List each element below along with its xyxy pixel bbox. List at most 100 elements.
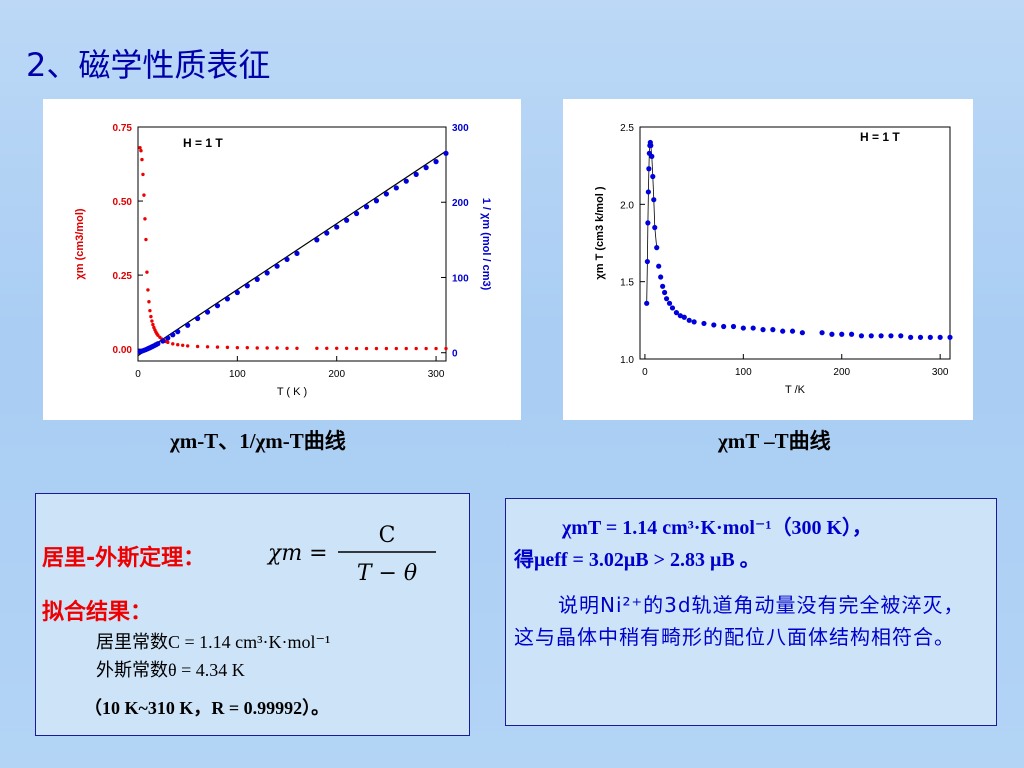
chart1-left-tick-label: 0.25 bbox=[113, 271, 133, 282]
chart2-y-axis-label: χm T (cm3 k/mol ) bbox=[594, 186, 606, 279]
chart1-right-tick-label: 0 bbox=[452, 349, 458, 360]
chi-point bbox=[185, 344, 190, 348]
chi-point bbox=[245, 345, 249, 350]
inverse-chi-point bbox=[393, 185, 399, 191]
inverse-chi-point bbox=[373, 198, 380, 204]
inverse-chi-point bbox=[353, 210, 360, 217]
chi-t-vs-t-chart: 0 100 200 300 1.0 1.5 2.0 2.5 H = 1 T T /K χm T (c… bbox=[563, 99, 973, 420]
inverse-chi-point bbox=[423, 165, 429, 171]
chi-t-point bbox=[878, 333, 884, 339]
chi-point bbox=[414, 346, 418, 351]
curie-weiss-box: 居里-外斯定理： χm = C T − θ 拟合结果： 居里常数C = 1.14… bbox=[35, 493, 470, 736]
chi-t-point bbox=[780, 328, 786, 334]
chi-t-point bbox=[908, 334, 914, 340]
chi-point bbox=[225, 345, 230, 350]
chi-t-point bbox=[711, 322, 717, 328]
chi-t-point bbox=[740, 325, 746, 331]
inverse-chi-point bbox=[254, 276, 260, 282]
chi-t-point bbox=[658, 274, 664, 280]
inverse-chi-point bbox=[224, 296, 231, 302]
page-title: 2、磁学性质表征 bbox=[26, 46, 271, 84]
chart2-y-tick-label: 2.5 bbox=[620, 123, 634, 134]
chi-t-point bbox=[839, 331, 845, 337]
inverse-chi-point bbox=[165, 335, 171, 341]
inverse-chi-point bbox=[443, 150, 449, 156]
chi-point bbox=[139, 148, 143, 153]
chart2-x-tick-label: 0 bbox=[642, 367, 648, 378]
chart1-x-tick-label: 0 bbox=[135, 369, 141, 380]
chart2-caption: χmT –T曲线 bbox=[718, 429, 831, 453]
chi-t-point bbox=[829, 331, 835, 337]
chi-point bbox=[171, 342, 175, 346]
chi-point bbox=[255, 346, 259, 350]
inverse-chi-point bbox=[175, 329, 181, 335]
inverse-chi-point bbox=[314, 237, 320, 243]
chart1-annotation: H = 1 T bbox=[183, 136, 223, 150]
chi-point bbox=[166, 340, 170, 345]
chi-point bbox=[325, 346, 329, 350]
mu-eff-line: 得μeff = 3.02μB > 2.83 μB 。 bbox=[514, 549, 760, 571]
chi-t-point bbox=[654, 245, 660, 251]
chi-point bbox=[195, 344, 200, 349]
chi-t-point bbox=[686, 317, 692, 323]
chart1-frame bbox=[137, 126, 447, 362]
chi-t-point bbox=[701, 320, 707, 327]
chi-point bbox=[235, 345, 240, 350]
chart1-right-tick-label: 200 bbox=[452, 198, 469, 209]
chi-t-point bbox=[681, 314, 687, 320]
chi-t-point bbox=[649, 153, 655, 159]
chi-point bbox=[424, 346, 428, 351]
chi-point bbox=[205, 345, 210, 349]
inverse-chi-point bbox=[170, 332, 176, 338]
chi-t-point bbox=[858, 333, 865, 339]
chi-t-point bbox=[666, 300, 673, 306]
inverse-chi-point bbox=[363, 204, 370, 210]
chi-point bbox=[315, 346, 319, 350]
chi-point bbox=[434, 346, 438, 351]
chart1-fit-line bbox=[137, 150, 447, 357]
inverse-chi-point bbox=[334, 224, 340, 230]
inverse-chi-point bbox=[244, 283, 250, 289]
inverse-chi-point bbox=[155, 341, 161, 347]
chart2-x-tick-label: 300 bbox=[932, 367, 949, 378]
chi-t-point bbox=[660, 283, 666, 289]
curie-weiss-law-label: 居里-外斯定理： bbox=[42, 546, 206, 571]
chi-point bbox=[354, 346, 359, 351]
chi-point bbox=[275, 346, 279, 350]
chi-point bbox=[138, 146, 142, 150]
inverse-chi-point bbox=[214, 303, 221, 309]
chi-point bbox=[335, 346, 339, 350]
chi-t-point bbox=[819, 330, 825, 336]
chi-t-point bbox=[645, 189, 651, 195]
chi-point bbox=[150, 319, 154, 323]
inverse-chi-point bbox=[264, 270, 270, 276]
inverse-chi-point bbox=[344, 217, 350, 223]
curie-constant: 居里常数C = 1.14 cm³·K·mol⁻¹ bbox=[96, 632, 331, 652]
chi-t-result-box: χmT = 1.14 cm³·K·mol⁻¹（300 K）， 得μeff = 3… bbox=[505, 498, 997, 726]
chi-t-point bbox=[651, 197, 657, 203]
chart2-x-label: T /K bbox=[785, 384, 806, 396]
chi-point bbox=[444, 346, 448, 351]
chi-t-point bbox=[673, 310, 680, 316]
chi-t-point bbox=[648, 142, 654, 149]
chi-t-point bbox=[652, 224, 658, 231]
chi-t-point bbox=[799, 330, 805, 336]
chart1-x-tick-label: 200 bbox=[328, 369, 345, 380]
chi-t-point bbox=[927, 334, 933, 340]
chart1-x-tick-label: 100 bbox=[229, 369, 246, 380]
chi-point bbox=[141, 172, 145, 177]
chi-t-point bbox=[868, 333, 874, 339]
chi-point bbox=[149, 314, 153, 319]
curie-weiss-formula: χm = C T − θ bbox=[266, 523, 436, 586]
chi-point bbox=[404, 346, 408, 351]
chi-t-value-line: χmT = 1.14 cm³·K·mol⁻¹（300 K）， bbox=[562, 517, 873, 539]
chart1-svg: 0 100 200 300 0.00 0.25 0.50 0.75 0 100 200 300 H = … bbox=[74, 123, 492, 398]
inverse-chi-point bbox=[204, 309, 211, 315]
chi-t-point bbox=[646, 166, 652, 172]
chi-t-point bbox=[662, 289, 668, 296]
chi-t-point bbox=[650, 173, 656, 180]
inverse-chi-point bbox=[324, 230, 330, 236]
chi-point bbox=[265, 346, 269, 350]
chi-t-point bbox=[730, 323, 737, 330]
chi-point bbox=[140, 157, 144, 162]
